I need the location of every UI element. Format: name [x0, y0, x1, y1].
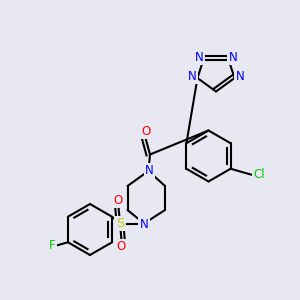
- Text: Cl: Cl: [253, 168, 265, 181]
- Text: N: N: [236, 70, 244, 83]
- Text: N: N: [188, 70, 197, 83]
- Text: O: O: [117, 240, 126, 253]
- Text: O: O: [114, 194, 123, 207]
- Text: F: F: [49, 239, 55, 252]
- Text: N: N: [229, 51, 237, 64]
- Text: O: O: [141, 125, 150, 138]
- Text: N: N: [195, 51, 203, 64]
- Text: S: S: [116, 217, 124, 230]
- Text: N: N: [145, 164, 154, 178]
- Text: N: N: [140, 218, 148, 231]
